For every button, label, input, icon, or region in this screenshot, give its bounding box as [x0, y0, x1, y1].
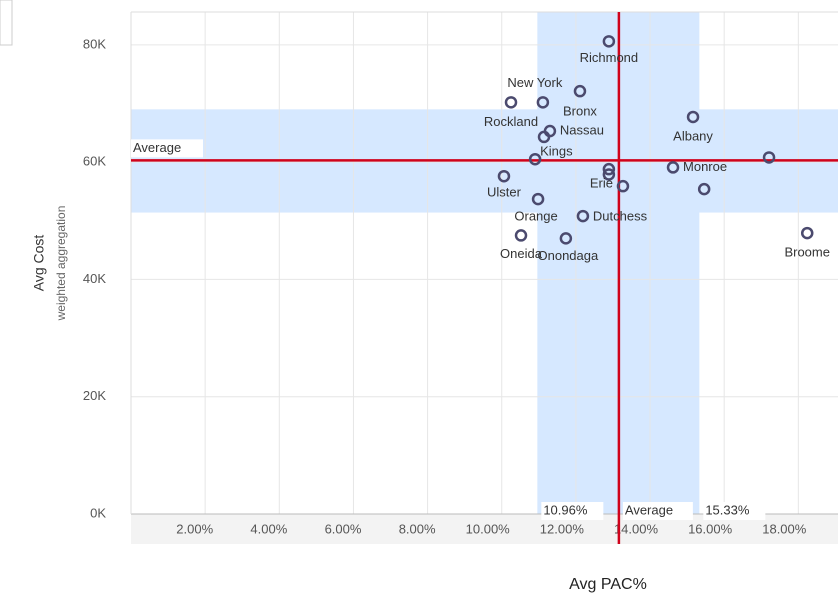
x-axis-title: Avg PAC%: [569, 576, 647, 593]
x-tick-label: 14.00%: [614, 521, 659, 536]
point: [497, 169, 511, 183]
corner-box: [0, 0, 13, 46]
point-label: Onondaga: [538, 248, 599, 263]
point: [573, 84, 587, 98]
point: [666, 161, 680, 174]
point: [536, 96, 550, 109]
point: [528, 152, 542, 166]
band-label: 15.33%: [705, 502, 750, 517]
point-label: Erie: [590, 176, 613, 191]
reference-label-bg: [131, 139, 203, 158]
y-tick-label: 40K: [83, 271, 106, 286]
point: [602, 168, 616, 181]
point: [602, 162, 616, 176]
point: [762, 151, 776, 164]
point: [602, 35, 616, 48]
point: [559, 232, 573, 245]
point-label: Monroe: [683, 159, 727, 174]
y-tick-label: 60K: [83, 154, 106, 169]
point: [697, 182, 711, 196]
reference-label-bg: [622, 502, 693, 520]
point: [686, 110, 700, 124]
band-label-bg: [541, 502, 604, 520]
y-axis-title: Avg Cost: [31, 235, 47, 292]
y-tick-label: 0K: [90, 505, 106, 520]
point-label: Broome: [784, 245, 830, 260]
band-label-bg: [703, 502, 766, 520]
point-label: Oneida: [500, 246, 543, 261]
x-tick-label: 6.00%: [325, 521, 362, 536]
x-tick-label: 8.00%: [399, 521, 436, 536]
point: [537, 130, 551, 144]
band-label: 10.96%: [543, 502, 588, 517]
point: [800, 226, 814, 240]
point-label: Orange: [514, 209, 557, 224]
point-label: Ulster: [487, 185, 522, 200]
point-label: Kings: [540, 144, 573, 159]
point-label: Dutchess: [593, 209, 648, 224]
point-label: Rockland: [484, 114, 538, 129]
point-label: Nassau: [560, 122, 604, 137]
reference-label: Average: [133, 140, 181, 155]
y-tick-label: 80K: [83, 36, 106, 51]
point: [616, 179, 630, 193]
point-label: Bronx: [563, 104, 597, 119]
point: [531, 192, 545, 206]
x-tick-label: 4.00%: [250, 521, 287, 536]
point-label: New York: [507, 75, 562, 90]
reference-label: Average: [625, 502, 673, 517]
y-tick-label: 20K: [83, 388, 106, 403]
x-tick-label: 10.00%: [466, 521, 511, 536]
point: [576, 209, 590, 223]
point: [504, 96, 518, 109]
point-label: Richmond: [580, 50, 639, 65]
x-tick-label: 18.00%: [762, 521, 807, 536]
x-tick-label: 2.00%: [176, 521, 213, 536]
point-label: Albany: [673, 128, 713, 143]
point: [514, 229, 528, 242]
x-tick-label: 16.00%: [688, 521, 733, 536]
x-tick-label: 12.00%: [540, 521, 585, 536]
y-axis-subtitle: weighted aggregation: [54, 206, 68, 322]
